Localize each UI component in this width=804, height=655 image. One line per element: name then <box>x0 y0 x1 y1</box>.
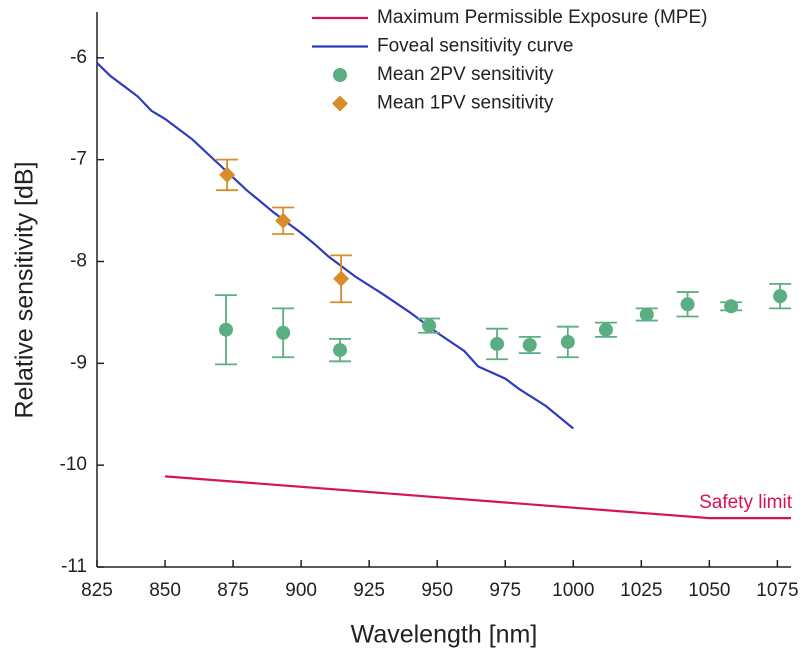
y-axis-title: Relative sensitivity [dB] <box>11 161 39 418</box>
circle-marker <box>219 322 234 337</box>
circle-marker <box>680 297 695 312</box>
circle-marker <box>522 338 537 352</box>
circle-marker <box>333 343 348 358</box>
diamond-marker <box>332 95 348 112</box>
circle-marker <box>724 299 739 314</box>
diamond-marker <box>219 166 236 183</box>
x-axis-title: Wavelength [nm] <box>351 621 538 649</box>
x-tick-label: 1025 <box>620 580 662 601</box>
series-line <box>164 475 791 520</box>
y-tick-label: -6 <box>70 47 87 68</box>
x-tick-label: 825 <box>81 580 113 601</box>
circle-marker <box>276 325 291 340</box>
legend-text: Mean 2PV sensitivity <box>377 64 554 85</box>
legend-text: Maximum Permissible Exposure (MPE) <box>377 7 707 28</box>
circle-marker <box>490 336 505 351</box>
x-tick-label: 1000 <box>552 580 594 601</box>
circle-marker <box>773 289 788 304</box>
x-tick-label: 975 <box>489 580 521 601</box>
circle-marker <box>639 307 654 322</box>
y-tick-label: -7 <box>70 149 87 170</box>
x-tick-label: 1050 <box>688 580 730 601</box>
circle-marker <box>422 318 437 333</box>
y-tick-label: -11 <box>61 556 87 577</box>
x-tick-label: 900 <box>285 580 317 601</box>
y-tick-label: -9 <box>70 352 87 373</box>
diamond-marker <box>275 212 292 229</box>
x-tick-label: 1075 <box>756 580 798 601</box>
legend-text: Foveal sensitivity curve <box>377 36 573 57</box>
circle-marker <box>333 68 347 82</box>
y-tick-label: -10 <box>60 454 87 475</box>
annotation: Safety limit <box>699 492 793 513</box>
x-tick-label: 925 <box>353 580 385 601</box>
x-tick-label: 875 <box>217 580 249 601</box>
diamond-marker <box>333 270 350 287</box>
y-tick-label: -8 <box>70 251 87 272</box>
legend-text: Mean 1PV sensitivity <box>377 93 554 114</box>
circle-marker <box>598 322 613 337</box>
x-tick-label: 950 <box>421 580 453 601</box>
series-line <box>96 62 574 430</box>
x-tick-label: 850 <box>149 580 181 601</box>
circle-marker <box>560 334 575 349</box>
